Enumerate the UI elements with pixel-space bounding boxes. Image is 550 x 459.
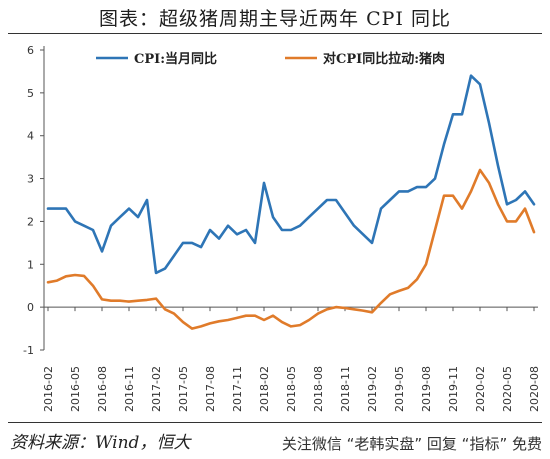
y-tick-label: 4: [27, 130, 34, 143]
x-tick-label: 2019-11: [447, 366, 460, 412]
y-tick-label: 5: [27, 87, 34, 100]
x-tick-label: 2018-11: [339, 366, 352, 412]
legend: CPI:当月同比 对CPI同比拉动:猪肉: [96, 51, 445, 67]
series-lines: [46, 74, 536, 330]
x-tick-label: 2020-05: [501, 366, 514, 412]
x-tick-label: 2016-05: [69, 366, 82, 412]
pork-contribution-line: [46, 168, 536, 330]
y-tick-label: 6: [27, 44, 34, 57]
y-tick-label: 1: [27, 258, 34, 271]
x-tick-label: 2016-02: [42, 366, 55, 412]
y-tick-label: -1: [23, 344, 34, 357]
x-tick-label: 2018-08: [312, 366, 325, 412]
y-tick-label: 3: [27, 173, 34, 186]
x-tick-label: 2019-05: [393, 366, 406, 412]
x-tick-label: 2020-08: [528, 366, 541, 412]
x-tick-label: 2018-05: [285, 366, 298, 412]
x-tick-label: 2016-08: [96, 366, 109, 412]
source-note: 资料来源：Wind，恒大: [10, 433, 191, 453]
line-chart: -1 0 1 2 3 4 5 6 2016-02 2016-05 2016-08 2016-11 201…: [23, 44, 541, 412]
axes: -1 0 1 2 3 4 5 6 2016-02 2016-05 2016-08 2016-11 201…: [23, 44, 541, 412]
x-tick-label: 2019-08: [420, 366, 433, 412]
title-divider: [8, 33, 542, 34]
x-tick-label: 2017-08: [204, 366, 217, 412]
x-tick-label: 2018-02: [258, 366, 271, 412]
cpi-yoy-line: [46, 74, 536, 275]
y-tick-label: 0: [27, 301, 34, 314]
x-tick-label: 2017-05: [177, 366, 190, 412]
x-tick-label: 2017-11: [231, 366, 244, 412]
watermark-text: 关注微信 “老韩实盘” 回复 “指标” 免费: [279, 433, 544, 454]
x-tick-label: 2019-02: [366, 366, 379, 412]
x-tick-label: 2017-02: [150, 366, 163, 412]
legend-label: CPI:当月同比: [134, 51, 217, 67]
footer-divider: [8, 422, 542, 423]
chart-title: 图表：超级猪周期主导近两年 CPI 同比: [99, 8, 451, 30]
x-tick-label: 2020-02: [474, 366, 487, 412]
x-tick-label: 2016-11: [123, 366, 136, 412]
legend-label: 对CPI同比拉动:猪肉: [323, 51, 445, 67]
y-tick-label: 2: [27, 215, 34, 228]
